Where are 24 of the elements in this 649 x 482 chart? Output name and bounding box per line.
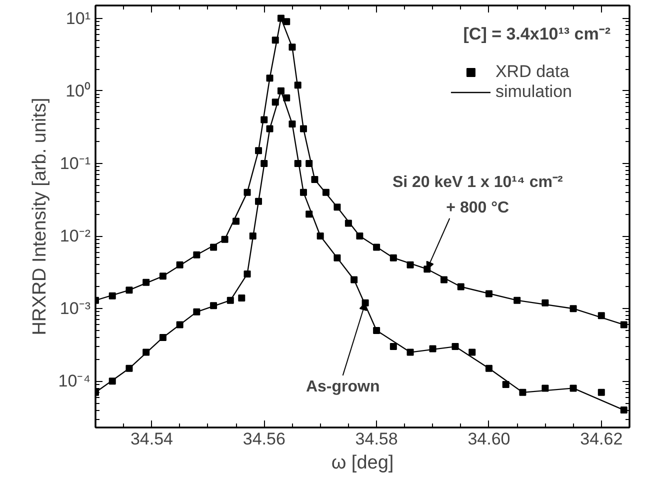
legend-label: XRD data	[495, 62, 570, 82]
x-tick-label: 34.56	[242, 430, 286, 448]
x-tick-label: 34.62	[580, 430, 623, 448]
point	[502, 380, 510, 388]
y-tick-label: 10⁻¹	[60, 154, 91, 173]
x-tick-label: 34.54	[130, 430, 173, 448]
y-tick-label: 10⁰	[66, 81, 91, 100]
legend-label: simulation	[495, 82, 572, 102]
y-tick-label: 10⁻³	[60, 299, 91, 318]
x-tick-label: 34.60	[468, 430, 510, 448]
point	[598, 388, 605, 396]
y-tick-label: 10⁻⁴	[58, 372, 91, 391]
y-axis-title: HRXRD Intensity [arb. units]	[29, 98, 50, 336]
annotation: Si 20 keV 1 x 10¹⁴ cm⁻² + 800 °C	[392, 174, 563, 216]
point	[468, 348, 476, 356]
x-axis-title: ω [deg]	[331, 452, 394, 474]
y-tick-label: 10⁻²	[60, 226, 91, 246]
annotation: [C] = 3.4x10¹³ cm⁻²	[463, 24, 611, 44]
point	[390, 343, 397, 350]
point	[238, 294, 246, 302]
point	[283, 18, 290, 26]
annotation: As-grown	[306, 378, 380, 396]
x-tick-label: 34.58	[355, 430, 398, 448]
y-tick-label: 10¹	[66, 8, 91, 28]
